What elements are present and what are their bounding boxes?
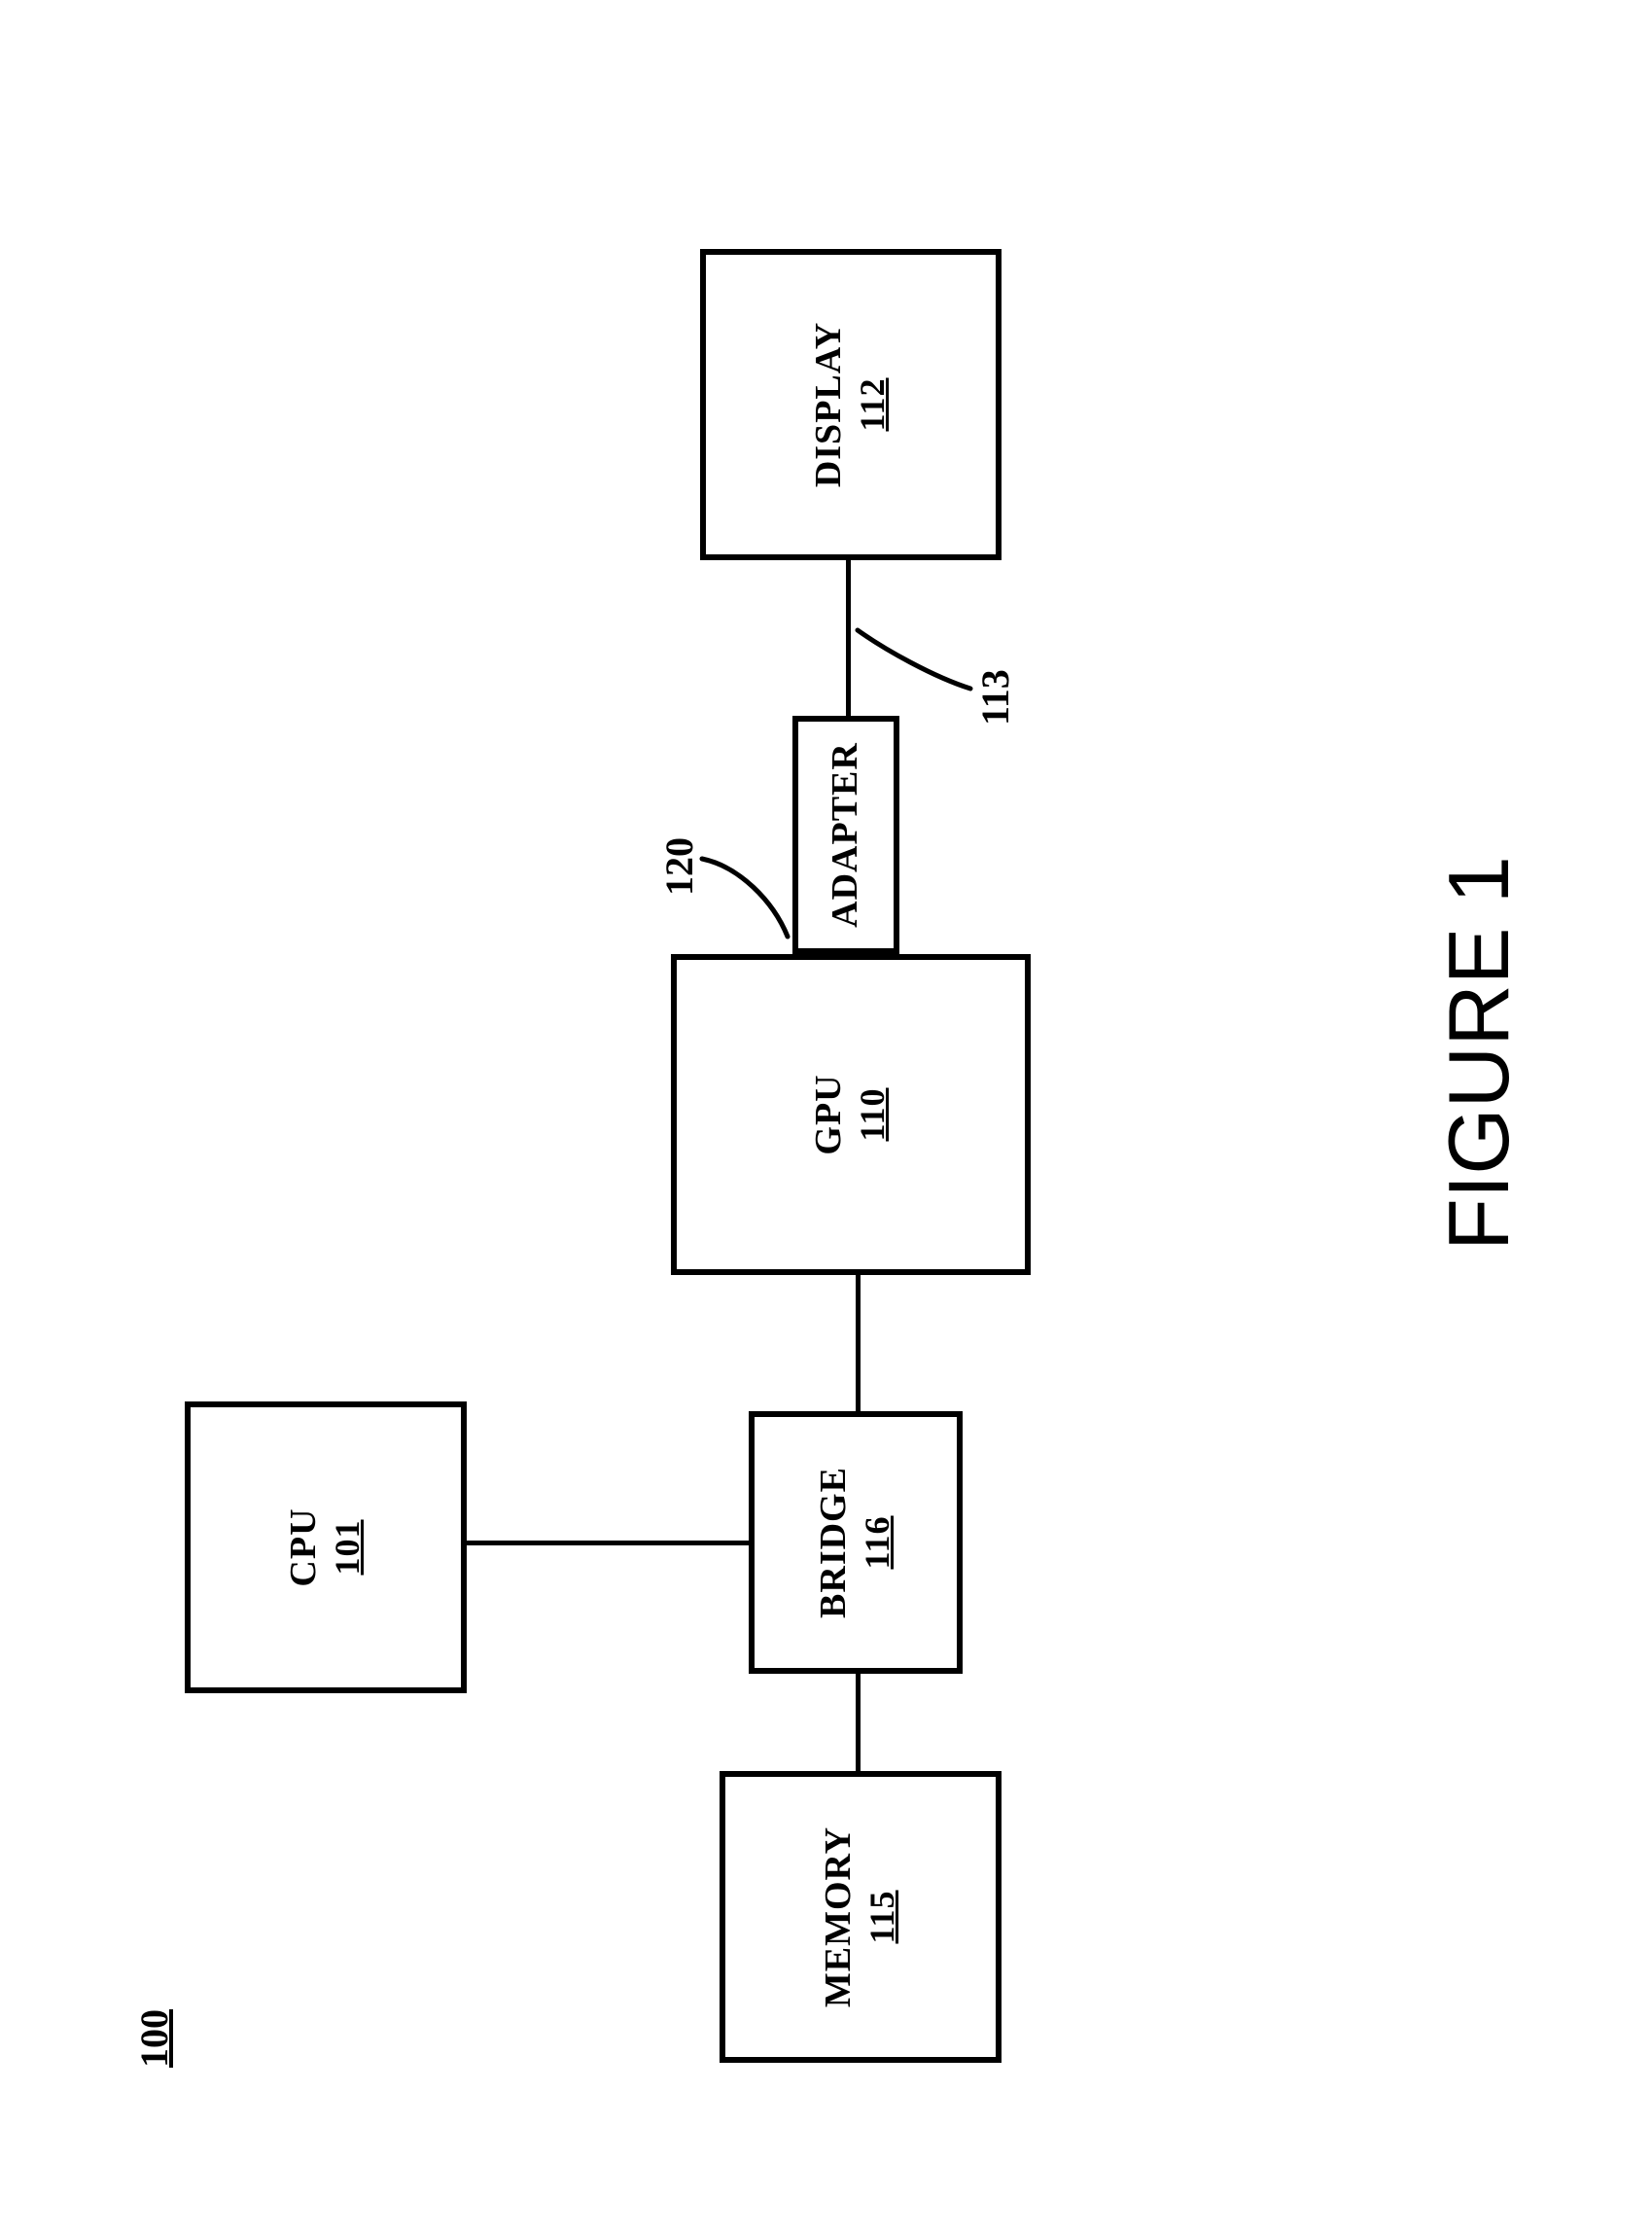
leader-a113 <box>0 0 1652 2233</box>
leader-a113-text: 113 <box>972 669 1018 726</box>
figure-caption: FIGURE 1 <box>1429 856 1529 1251</box>
